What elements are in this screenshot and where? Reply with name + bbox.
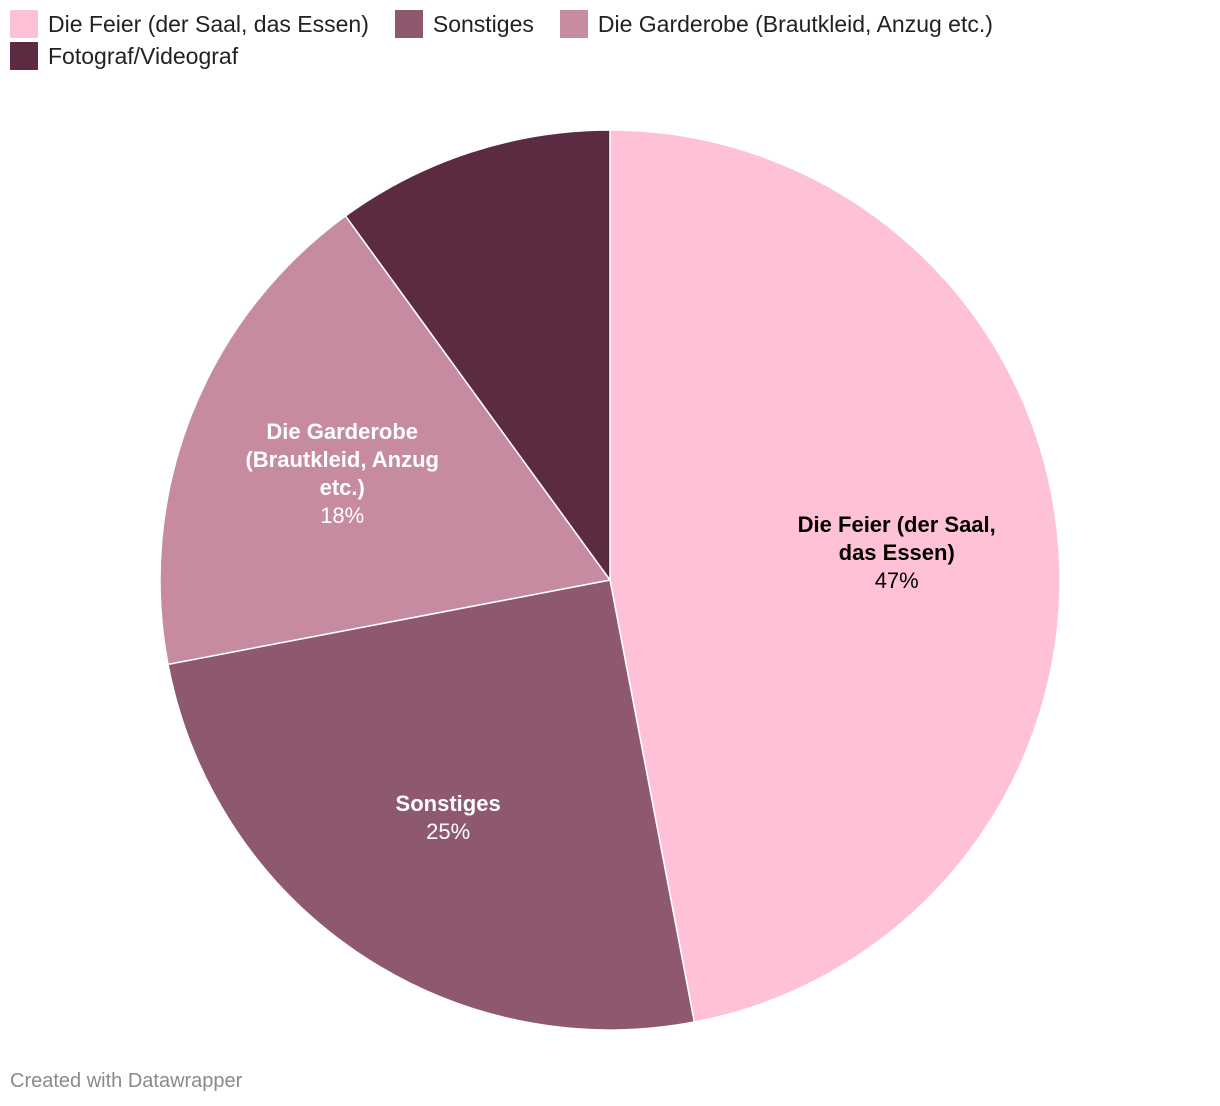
legend-item-sonstiges[interactable]: Sonstiges <box>394 10 534 38</box>
legend-swatch-feier <box>10 10 38 38</box>
legend-swatch-garderobe <box>559 10 588 38</box>
legend-label-fotograf: Fotograf/Videograf <box>48 42 239 69</box>
slice-label-sonstiges: Sonstiges 25% <box>396 791 501 844</box>
slice-value-feier: 47% <box>875 568 919 593</box>
legend-label-feier: Die Feier (der Saal, das Essen) <box>48 10 369 37</box>
legend-item-garderobe[interactable]: Die Garderobe (Brautkleid, Anzug etc.) <box>559 10 993 38</box>
datawrapper-credit[interactable]: Created with Datawrapper <box>10 1070 243 1092</box>
legend-label-garderobe: Die Garderobe (Brautkleid, Anzug etc.) <box>597 10 993 37</box>
pie-slice-sonstiges[interactable] <box>167 579 696 1031</box>
pie-slice-garderobe[interactable] <box>159 214 612 666</box>
slice-label-sonstiges-line-0: Sonstiges <box>396 791 501 816</box>
slice-label-garderobe-line-0: Die Garderobe <box>266 419 418 444</box>
legend-row-2: Fotograf/Videograf <box>10 40 1210 72</box>
legend: Die Feier (der Saal, das Essen) Sonstige… <box>10 8 1210 72</box>
legend-label-sonstiges: Sonstiges <box>432 10 534 37</box>
slice-label-feier-line-0: Die Feier (der Saal, <box>798 512 996 537</box>
slice-label-feier: Die Feier (der Saal, das Essen) 47% <box>798 512 996 593</box>
slice-value-sonstiges: 25% <box>426 819 470 844</box>
legend-item-fotograf[interactable]: Fotograf/Videograf <box>10 42 238 70</box>
slice-value-garderobe: 18% <box>320 503 364 528</box>
pie-slice-fotograf[interactable] <box>344 129 611 583</box>
legend-swatch-fotograf <box>10 42 38 70</box>
slice-label-feier-line-1: das Essen) <box>839 540 955 565</box>
slice-label-garderobe-line-1: (Brautkleid, Anzug <box>245 447 439 472</box>
legend-row-1: Die Feier (der Saal, das Essen) Sonstige… <box>10 8 1210 40</box>
slice-label-garderobe: Die Garderobe (Brautkleid, Anzug etc.) 18% <box>245 419 439 528</box>
legend-item-feier[interactable]: Die Feier (der Saal, das Essen) <box>10 10 369 38</box>
pie-slice-feier[interactable] <box>609 129 1061 1023</box>
legend-swatch-sonstiges <box>394 10 423 38</box>
slice-label-garderobe-line-2: etc.) <box>320 475 365 500</box>
